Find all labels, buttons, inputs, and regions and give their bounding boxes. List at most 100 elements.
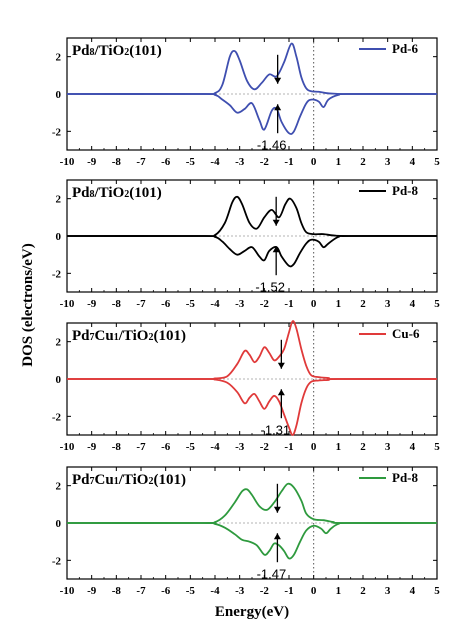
panel-3: -10 -9 -8 -7 -6 -5 -4 -3 -2 -1 0 1 2 3 4 520-2-1.31Pd7C… [52,320,440,453]
title-part: Pd [72,472,90,488]
x-tick-label: -7 [136,156,146,168]
x-tick-label: -1 [284,156,293,168]
x-tick-label: -10 [60,298,75,310]
x-tick-label: 0 [311,441,317,453]
x-tick-label: -10 [60,441,75,453]
title-part: (101) [129,43,162,59]
title-part: (101) [129,185,162,201]
x-tick-label: -3 [235,156,245,168]
legend-label: Pd-8 [392,183,419,198]
x-tick-label: -1 [284,298,293,310]
x-tick-label: -7 [136,441,146,453]
y-tick-label: 2 [56,194,62,206]
title-part: Cu [95,472,114,488]
x-tick-label: -4 [210,156,220,168]
panel-2: -10 -9 -8 -7 -6 -5 -4 -3 -2 -1 0 1 2 3 4 520-2-1.52Pd8/… [52,179,440,310]
x-tick-label: 5 [434,441,440,453]
arrow-head [277,362,285,369]
panel-title: Pd7Cu1/TiO2(101) [72,472,186,488]
dos-curve-up [66,320,438,380]
x-tick-label: -3 [235,585,245,597]
arrow-head [273,533,281,540]
x-tick-label: 3 [385,441,391,453]
x-tick-label: 2 [360,585,366,597]
title-part: /TiO [94,185,125,201]
arrow-up-icon [272,246,280,276]
title-subscript: 2 [148,476,153,487]
x-tick-label: -8 [112,156,122,168]
y-tick-label: -2 [52,555,62,567]
y-tick-label: 0 [56,231,62,243]
title-part: Pd [72,328,90,344]
x-tick-label: -8 [112,298,122,310]
x-tick-label: -7 [136,298,146,310]
x-tick-label: 4 [410,585,416,597]
arrow-down-icon [277,339,285,369]
x-tick-label: -5 [186,298,196,310]
x-tick-label: -4 [210,585,220,597]
title-subscript: 2 [148,332,153,343]
x-tick-label: -7 [136,585,146,597]
legend-label: Cu-6 [392,326,420,341]
y-tick-label: 0 [56,374,62,386]
arrow-head [274,77,282,84]
title-part: /TiO [118,472,149,488]
x-tick-label: -9 [87,156,97,168]
x-tick-label: -6 [161,298,171,310]
panels: -10 -9 -8 -7 -6 -5 -4 -3 -2 -1 0 1 2 3 4 520-2-1.46Pd8/… [52,37,440,597]
d-band-center-label: -1.52 [255,280,285,295]
title-subscript: 2 [124,189,129,200]
y-tick-label: 2 [56,337,62,349]
title-part: Pd [72,185,90,201]
arrow-head [272,246,280,253]
x-tick-label: -6 [161,441,171,453]
x-tick-label: -5 [186,441,196,453]
title-subscript: 8 [90,189,95,200]
x-tick-label: -2 [260,585,270,597]
title-part: (101) [153,472,186,488]
x-tick-label: -2 [260,441,270,453]
dos-curve-up [66,482,438,524]
x-tick-label: 5 [434,156,440,168]
d-band-center-label: -1.47 [257,567,287,582]
d-band-center-label: -1.31 [261,423,291,438]
dos-curve-down [66,522,438,560]
x-tick-label: 2 [360,441,366,453]
y-tick-label: 2 [56,52,62,64]
dos-curve-up [66,42,438,95]
title-part: /TiO [118,328,149,344]
x-tick-label: 3 [385,298,391,310]
title-subscript: 1 [114,476,119,487]
arrow-head [272,219,280,226]
arrow-up-icon [273,533,281,563]
y-axis-label: DOS (electrons/eV) [20,243,36,366]
dos-curve-down [66,378,438,436]
y-tick-label: 0 [56,89,62,101]
x-tick-label: 5 [434,298,440,310]
x-axis-label: Energy(eV) [215,604,289,620]
x-tick-label: -3 [235,298,245,310]
x-tick-label: 4 [410,156,416,168]
dos-curve-down [66,93,438,135]
x-tick-label: -5 [186,585,196,597]
panel-title: Pd8/TiO2(101) [72,43,162,59]
title-subscript: 7 [90,332,95,343]
arrow-down-icon [272,196,280,226]
title-subscript: 8 [90,47,95,58]
arrow-down-icon [273,483,281,513]
x-tick-label: 4 [410,441,416,453]
arrow-down-icon [274,54,282,84]
y-tick-label: 0 [56,518,62,530]
x-tick-label: -9 [87,298,97,310]
x-tick-label: 1 [336,298,342,310]
x-tick-label: -8 [112,585,122,597]
x-tick-label: -10 [60,156,75,168]
x-tick-label: -9 [87,441,97,453]
x-tick-label: 2 [360,156,366,168]
x-tick-label: 1 [336,585,342,597]
x-tick-label: -5 [186,156,196,168]
title-subscript: 1 [114,332,119,343]
x-tick-label: 1 [336,156,342,168]
x-tick-label: 0 [311,298,317,310]
dos-curve-up [66,195,438,238]
